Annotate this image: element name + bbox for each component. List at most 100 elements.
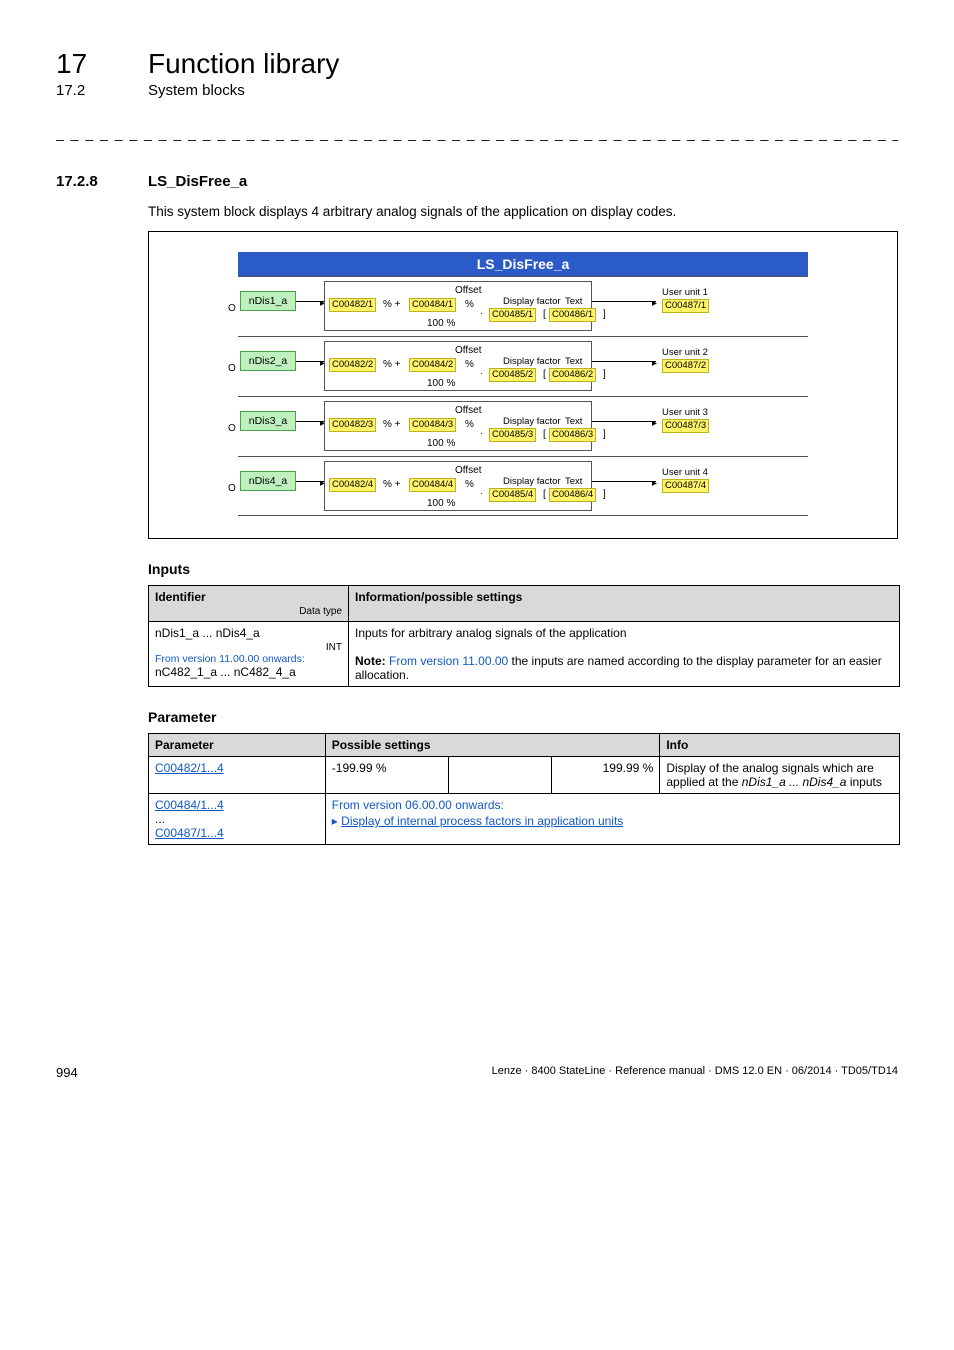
port-circle: O bbox=[228, 423, 236, 434]
ellipsis: ... bbox=[155, 812, 319, 826]
hundred-label: 100 % bbox=[427, 438, 455, 449]
code-link[interactable]: C00484/1...4 bbox=[155, 798, 224, 812]
connector-line bbox=[592, 361, 656, 362]
code-chip: C00482/3 bbox=[329, 418, 376, 432]
separator-line: _ _ _ _ _ _ _ _ _ _ _ _ _ _ _ _ _ _ _ _ … bbox=[56, 125, 898, 141]
datatype-label: Data type bbox=[155, 606, 342, 617]
display-factor-label: Display factor bbox=[503, 416, 561, 427]
port-circle: O bbox=[228, 483, 236, 494]
bracket: [ bbox=[543, 369, 546, 380]
version-note: From version 11.00.00 onwards: bbox=[155, 653, 342, 665]
operator: % bbox=[465, 479, 474, 490]
info-text: inputs bbox=[846, 775, 881, 789]
code-chip: C00486/4 bbox=[549, 488, 596, 502]
bracket: ] bbox=[603, 369, 606, 380]
code-chip: C00484/3 bbox=[409, 418, 456, 432]
process-link[interactable]: Display of internal process factors in a… bbox=[341, 814, 623, 828]
subsection-title: System blocks bbox=[148, 82, 245, 99]
datatype-value: INT bbox=[155, 642, 342, 653]
section-title: LS_DisFree_a bbox=[148, 173, 247, 190]
block-diagram: LS_DisFree_a O nDis1_a ▸ Offset C00482/1… bbox=[148, 231, 898, 539]
code-chip: C00482/4 bbox=[329, 478, 376, 492]
operator: % bbox=[465, 419, 474, 430]
diagram-row: O nDis4_a ▸ Offset C00482/4 % + C00484/4… bbox=[238, 456, 808, 516]
table-cell: C00482/1...4 bbox=[149, 757, 326, 794]
text-label: Text bbox=[565, 296, 582, 307]
arrow-icon: ▸ bbox=[652, 298, 657, 309]
code-chip: C00486/2 bbox=[549, 368, 596, 382]
table-header: Identifier Data type bbox=[149, 586, 349, 622]
description-text: Inputs for arbitrary analog signals of t… bbox=[355, 626, 893, 640]
code-chip: C00487/1 bbox=[662, 299, 709, 313]
diagram-row: O nDis2_a ▸ Offset C00482/2 % + C00484/2… bbox=[238, 336, 808, 396]
user-unit-label: User unit 3 bbox=[662, 407, 708, 418]
version-text: From version 11.00.00 bbox=[389, 654, 508, 668]
code-chip: C00485/4 bbox=[489, 488, 536, 502]
text-label: Text bbox=[565, 416, 582, 427]
table-header: Information/possible settings bbox=[349, 586, 900, 622]
bracket: ] bbox=[603, 429, 606, 440]
display-factor-label: Display factor bbox=[503, 296, 561, 307]
hundred-label: 100 % bbox=[427, 318, 455, 329]
table-cell: 199.99 % bbox=[552, 757, 660, 794]
code-chip: C00482/2 bbox=[329, 358, 376, 372]
input-port-label: nDis4_a bbox=[240, 471, 296, 491]
code-chip: C00485/3 bbox=[489, 428, 536, 442]
connector-line bbox=[592, 481, 656, 482]
table-cell: C00484/1...4 ... C00487/1...4 bbox=[149, 794, 326, 845]
code-chip: C00486/3 bbox=[549, 428, 596, 442]
operator: % + bbox=[383, 359, 401, 370]
port-circle: O bbox=[228, 303, 236, 314]
table-cell bbox=[448, 757, 552, 794]
bracket: [ bbox=[543, 309, 546, 320]
parameter-table: Parameter Possible settings Info C00482/… bbox=[148, 733, 900, 845]
section-number: 17.2.8 bbox=[56, 173, 148, 190]
parameter-heading: Parameter bbox=[148, 709, 898, 725]
dot: · bbox=[480, 308, 483, 319]
code-chip: C00487/4 bbox=[662, 479, 709, 493]
subsection-number: 17.2 bbox=[56, 82, 148, 99]
version-note: From version 06.00.00 onwards: bbox=[332, 798, 893, 812]
code-chip: C00487/2 bbox=[662, 359, 709, 373]
arrow-icon: ▸ bbox=[332, 814, 341, 828]
code-link[interactable]: C00482/1...4 bbox=[155, 761, 224, 775]
table-cell: nDis1_a ... nDis4_a INT From version 11.… bbox=[149, 622, 349, 687]
display-factor-label: Display factor bbox=[503, 356, 561, 367]
expression-box: Offset C00482/2 % + C00484/2 % · Display… bbox=[324, 341, 592, 391]
code-link[interactable]: C00487/1...4 bbox=[155, 826, 224, 840]
input-port-label: nDis1_a bbox=[240, 291, 296, 311]
table-header: Possible settings bbox=[325, 734, 660, 757]
code-chip: C00484/2 bbox=[409, 358, 456, 372]
table-header: Info bbox=[660, 734, 900, 757]
code-chip: C00482/1 bbox=[329, 298, 376, 312]
inputs-table: Identifier Data type Information/possibl… bbox=[148, 585, 900, 687]
identifier-text: nDis1_a ... nDis4_a bbox=[155, 626, 260, 640]
arrow-icon: ▸ bbox=[652, 358, 657, 369]
operator: % bbox=[465, 359, 474, 370]
user-unit-label: User unit 2 bbox=[662, 347, 708, 358]
operator: % bbox=[465, 299, 474, 310]
note-text: Note: From version 11.00.00 the inputs a… bbox=[355, 654, 893, 682]
operator: % + bbox=[383, 479, 401, 490]
code-chip: C00485/2 bbox=[489, 368, 536, 382]
code-chip: C00486/1 bbox=[549, 308, 596, 322]
input-port-label: nDis3_a bbox=[240, 411, 296, 431]
user-unit-label: User unit 4 bbox=[662, 467, 708, 478]
chapter-number: 17 bbox=[56, 48, 148, 80]
link-row: ▸ Display of internal process factors in… bbox=[332, 814, 893, 828]
diagram-titlebar: LS_DisFree_a bbox=[238, 252, 808, 276]
page-header: 17 Function library 17.2 System blocks bbox=[56, 48, 898, 99]
bracket: [ bbox=[543, 489, 546, 500]
hundred-label: 100 % bbox=[427, 378, 455, 389]
diagram-row: O nDis1_a ▸ Offset C00482/1 % + C00484/1… bbox=[238, 276, 808, 336]
port-circle: O bbox=[228, 363, 236, 374]
expression-box: Offset C00482/4 % + C00484/4 % · Display… bbox=[324, 461, 592, 511]
dot: · bbox=[480, 488, 483, 499]
arrow-icon: ▸ bbox=[652, 478, 657, 489]
hundred-label: 100 % bbox=[427, 498, 455, 509]
input-port-label: nDis2_a bbox=[240, 351, 296, 371]
connector-line bbox=[592, 301, 656, 302]
user-unit-label: User unit 1 bbox=[662, 287, 708, 298]
display-factor-label: Display factor bbox=[503, 476, 561, 487]
note-label: Note: bbox=[355, 654, 389, 668]
